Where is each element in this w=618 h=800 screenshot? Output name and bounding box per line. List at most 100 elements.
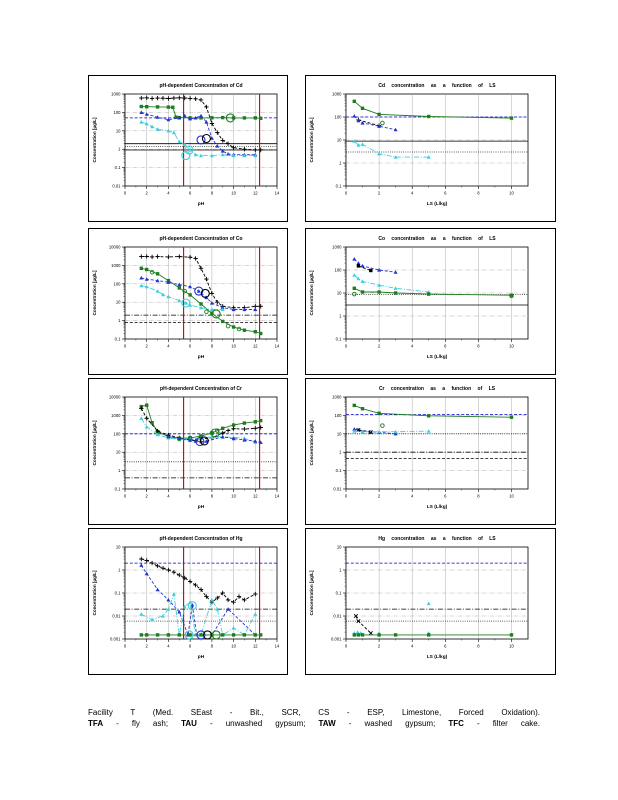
svg-text:6: 6 xyxy=(444,191,447,196)
svg-text:2: 2 xyxy=(146,494,149,499)
svg-text:10: 10 xyxy=(116,128,121,133)
svg-text:14: 14 xyxy=(275,344,280,349)
hg-ph-plot: pH-dependent Concentration of Hg 10 1 0.1 0.… xyxy=(92,536,280,660)
svg-text:pH-dependent Concentration of: pH-dependent Concentration of Cd xyxy=(159,83,242,89)
caption-line-2: TFA - fly ash; TAU - unwashed gypsum; TA… xyxy=(88,718,540,729)
svg-text:10: 10 xyxy=(337,545,342,550)
caption-segment: TFC xyxy=(448,719,464,728)
figure-caption: Facility T (Med. SEast - Bit., SCR, CS -… xyxy=(88,707,540,729)
caption-segment: TAW xyxy=(318,719,336,728)
svg-text:pH: pH xyxy=(198,504,205,510)
svg-text:Concentration [µg/L]: Concentration [µg/L] xyxy=(309,117,314,162)
svg-text:0.1: 0.1 xyxy=(336,184,342,189)
svg-text:pH: pH xyxy=(198,654,205,660)
svg-text:10000: 10000 xyxy=(109,395,121,400)
svg-text:6: 6 xyxy=(189,191,192,196)
svg-text:0.001: 0.001 xyxy=(331,637,342,642)
caption-segment: Facility T (Med. SEast - Bit., SCR, CS -… xyxy=(88,708,540,717)
svg-text:4: 4 xyxy=(167,494,170,499)
svg-text:1: 1 xyxy=(339,161,342,166)
svg-text:Concentration [µg/L]: Concentration [µg/L] xyxy=(92,270,97,315)
svg-text:0: 0 xyxy=(124,344,127,349)
svg-text:Concentration [µg/L]: Concentration [µg/L] xyxy=(309,420,314,465)
svg-text:Co concentration as a function: Co concentration as a function of LS xyxy=(378,236,496,242)
svg-text:8: 8 xyxy=(211,191,214,196)
co-ls-plot: Co concentration as a function of LS1000… xyxy=(309,236,529,360)
svg-text:100: 100 xyxy=(335,115,343,120)
svg-text:pH: pH xyxy=(198,354,205,360)
svg-text:8: 8 xyxy=(211,494,214,499)
svg-text:Concentration [µg/L]: Concentration [µg/L] xyxy=(309,270,314,315)
svg-text:LS (L/kg): LS (L/kg) xyxy=(427,654,448,660)
caption-line-1: Facility T (Med. SEast - Bit., SCR, CS -… xyxy=(88,707,540,718)
svg-text:0: 0 xyxy=(124,644,127,649)
chart-panel-hg-ph: pH-dependent Concentration of Hg 10 1 0.1 0.… xyxy=(88,528,288,675)
svg-text:4: 4 xyxy=(411,191,414,196)
svg-text:10: 10 xyxy=(509,644,514,649)
svg-text:8: 8 xyxy=(477,191,480,196)
svg-text:10: 10 xyxy=(231,494,236,499)
svg-text:1: 1 xyxy=(118,318,121,323)
svg-text:6: 6 xyxy=(189,344,192,349)
chart-panel-cr-ls: Cr concentration as a function of LS 1000… xyxy=(305,378,556,525)
svg-text:12: 12 xyxy=(253,191,258,196)
cr-ls-plot: Cr concentration as a function of LS1000… xyxy=(309,386,529,510)
svg-text:LS (L/kg): LS (L/kg) xyxy=(427,354,448,360)
svg-text:0.01: 0.01 xyxy=(333,487,342,492)
svg-text:1: 1 xyxy=(118,147,121,152)
svg-text:Concentration [µg/L]: Concentration [µg/L] xyxy=(92,117,97,162)
co-ph-plot: pH-dependent Concentration of Co 10000 1 00… xyxy=(92,236,280,360)
svg-text:0.1: 0.1 xyxy=(115,487,121,492)
svg-text:2: 2 xyxy=(378,644,381,649)
svg-text:1: 1 xyxy=(339,314,342,319)
svg-text:0.1: 0.1 xyxy=(336,591,342,596)
svg-text:1: 1 xyxy=(339,450,342,455)
chart-panel-co-ph: pH-dependent Concentration of Co 10000 1 00… xyxy=(88,228,288,375)
svg-text:100: 100 xyxy=(114,110,122,115)
svg-text:0.01: 0.01 xyxy=(112,184,121,189)
svg-text:1: 1 xyxy=(118,468,121,473)
svg-text:8: 8 xyxy=(211,644,214,649)
svg-text:0.1: 0.1 xyxy=(115,337,121,342)
svg-text:1000: 1000 xyxy=(111,413,121,418)
svg-text:10: 10 xyxy=(337,431,342,436)
svg-text:0: 0 xyxy=(345,644,348,649)
svg-text:10000: 10000 xyxy=(109,245,121,250)
svg-text:14: 14 xyxy=(275,494,280,499)
svg-text:100: 100 xyxy=(335,268,343,273)
svg-text:4: 4 xyxy=(411,344,414,349)
svg-text:4: 4 xyxy=(411,494,414,499)
svg-text:2: 2 xyxy=(378,494,381,499)
svg-text:0.01: 0.01 xyxy=(112,614,121,619)
svg-text:100: 100 xyxy=(335,413,343,418)
chart-panel-co-ls: Co concentration as a function of LS 1000… xyxy=(305,228,556,375)
svg-text:LS (L/kg): LS (L/kg) xyxy=(427,504,448,510)
svg-text:6: 6 xyxy=(444,494,447,499)
svg-text:4: 4 xyxy=(411,644,414,649)
svg-text:6: 6 xyxy=(189,644,192,649)
svg-text:4: 4 xyxy=(167,644,170,649)
svg-text:0: 0 xyxy=(345,494,348,499)
svg-text:0.1: 0.1 xyxy=(336,468,342,473)
caption-segment: - fly ash; xyxy=(103,719,182,728)
svg-text:8: 8 xyxy=(211,344,214,349)
hg-ls-plot: Hg concentration as a function of LS1010… xyxy=(309,536,529,660)
svg-text:0.1: 0.1 xyxy=(115,165,121,170)
chart-panel-hg-ls: Hg concentration as a function of LS 10 1 0… xyxy=(305,528,556,675)
svg-text:14: 14 xyxy=(275,644,280,649)
svg-text:0.1: 0.1 xyxy=(336,337,342,342)
svg-text:12: 12 xyxy=(253,644,258,649)
cd-ph-plot: pH-dependent Concentration of Cd10001001… xyxy=(92,83,280,207)
svg-text:1: 1 xyxy=(118,568,121,573)
svg-text:10: 10 xyxy=(231,644,236,649)
svg-text:8: 8 xyxy=(477,344,480,349)
svg-text:10: 10 xyxy=(509,344,514,349)
svg-text:6: 6 xyxy=(444,344,447,349)
svg-text:0: 0 xyxy=(345,344,348,349)
chart-panel-cr-ph: pH-dependent Concentration of Cr 10000 100… xyxy=(88,378,288,525)
svg-text:pH-dependent Concentration of: pH-dependent Concentration of Co xyxy=(159,236,242,242)
caption-segment: TAU xyxy=(181,719,197,728)
svg-text:1: 1 xyxy=(339,568,342,573)
svg-text:10: 10 xyxy=(116,545,121,550)
